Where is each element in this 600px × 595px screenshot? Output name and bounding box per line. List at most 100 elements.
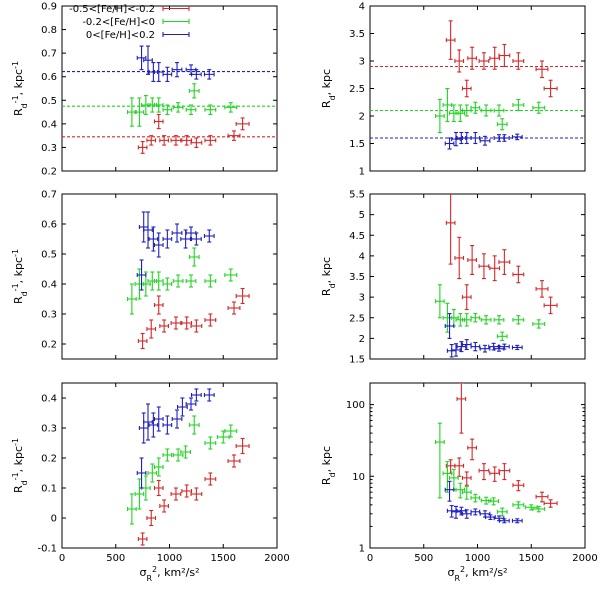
data-point-green <box>147 463 158 483</box>
data-point-red <box>146 135 157 146</box>
data-point-blue <box>143 403 153 441</box>
data-point-green <box>134 97 145 127</box>
data-point-blue <box>498 343 510 350</box>
y-tick-label: 3 <box>359 293 365 304</box>
data-point-blue <box>451 505 461 519</box>
data-points <box>127 211 250 350</box>
data-point-blue <box>177 397 188 417</box>
data-point-blue <box>190 232 202 246</box>
y-tick-label: 0.4 <box>41 280 57 291</box>
panel-top-right: 1 1.5 2 2.5 3 3.5 4 Rd, kpc <box>320 2 586 178</box>
data-point-green <box>496 331 508 341</box>
data-point-red <box>478 463 490 481</box>
data-point-red <box>170 316 182 330</box>
data-point-green <box>153 457 164 477</box>
plot-frame <box>61 193 278 360</box>
y-tick-label: 0.4 <box>41 394 57 405</box>
data-point-red <box>235 117 250 131</box>
data-point-red <box>498 43 511 68</box>
y-tick-label: 0.3 <box>41 310 57 321</box>
data-point-blue <box>444 313 455 339</box>
data-point-blue <box>498 518 510 524</box>
y-tick-label: 2.5 <box>349 84 365 95</box>
data-point-green <box>496 118 508 131</box>
data-point-red <box>146 319 157 339</box>
data-point-red <box>227 130 241 141</box>
data-point-blue <box>498 134 510 142</box>
data-point-green <box>532 319 546 329</box>
data-point-red <box>467 245 477 275</box>
data-point-green <box>153 271 164 291</box>
data-point-red <box>181 316 193 330</box>
data-point-green <box>480 104 492 117</box>
legend-marker-red <box>162 6 190 11</box>
data-point-blue <box>479 135 491 146</box>
data-point-green <box>188 247 200 267</box>
y-tick-label: 0.1 <box>41 484 57 495</box>
data-point-red <box>478 52 490 70</box>
data-points <box>127 45 250 154</box>
data-point-red <box>137 140 148 154</box>
data-point-green <box>134 478 145 510</box>
data-point-green <box>172 448 184 462</box>
data-point-green <box>496 507 508 517</box>
y-tick-label: 0.5 <box>41 96 57 107</box>
data-point-green <box>204 274 217 288</box>
data-point-red <box>498 463 511 481</box>
x-tick-label: 500 <box>106 553 125 564</box>
data-point-red <box>512 265 525 284</box>
legend-marker-blue <box>162 32 190 37</box>
data-point-red <box>235 437 250 455</box>
data-point-green <box>512 501 525 509</box>
data-point-red <box>227 454 241 468</box>
data-point-blue <box>136 457 147 489</box>
data-point-green <box>532 505 546 513</box>
x-tick-label: 500 <box>414 553 433 564</box>
data-point-red <box>181 484 193 498</box>
data-point-blue <box>479 344 491 353</box>
data-point-red <box>227 301 241 315</box>
y-axis-label: Rd, kpc <box>320 257 337 296</box>
panel-middle-left: 0.2 0.3 0.4 0.5 0.6 0.7 Rd-1, kpc-1 <box>11 190 278 360</box>
data-point-blue <box>451 131 461 147</box>
data-point-green <box>185 104 197 115</box>
y-tick-label: 3.5 <box>349 272 365 283</box>
plot-frame <box>369 193 586 360</box>
data-point-green <box>470 313 481 323</box>
data-point-blue <box>185 397 197 411</box>
y-tick-label: 0.2 <box>41 454 57 465</box>
plot-frame <box>61 382 278 549</box>
legend-marker-green <box>162 19 190 24</box>
data-point-green <box>224 268 238 282</box>
data-point-blue <box>511 518 523 524</box>
y-tick-label: -0.1 <box>37 544 57 555</box>
y-tick-label: 4 <box>359 251 365 262</box>
data-point-red <box>170 135 182 146</box>
data-point-blue <box>470 508 481 516</box>
data-points <box>435 383 558 524</box>
y-tick-label: 0.3 <box>41 424 57 435</box>
data-point-blue <box>143 45 153 75</box>
y-tick-label: 3.5 <box>349 29 365 40</box>
data-point-red <box>153 479 164 497</box>
y-tick-label: 5 <box>359 210 365 221</box>
data-point-blue <box>143 211 153 249</box>
y-tick-label: 3 <box>359 57 365 68</box>
data-point-green <box>172 274 184 288</box>
y-tick-label: 5.5 <box>349 190 365 201</box>
data-point-red <box>535 280 549 298</box>
data-point-red <box>543 499 558 508</box>
data-point-red <box>489 466 501 482</box>
data-point-green <box>224 102 238 113</box>
panel-bottom-right: 0 500 1000 1500 2000 1 10 100 Rd, kpc σR2, km²/s² <box>320 382 598 583</box>
data-point-blue <box>148 226 159 252</box>
data-point-red <box>456 383 467 434</box>
data-point-blue <box>171 409 183 429</box>
y-tick-label: 0.8 <box>41 25 57 36</box>
data-point-blue <box>203 388 215 402</box>
x-tick-label: 1000 <box>157 553 182 564</box>
data-point-green <box>461 104 472 117</box>
data-point-green <box>216 430 230 444</box>
data-point-red <box>478 253 490 280</box>
